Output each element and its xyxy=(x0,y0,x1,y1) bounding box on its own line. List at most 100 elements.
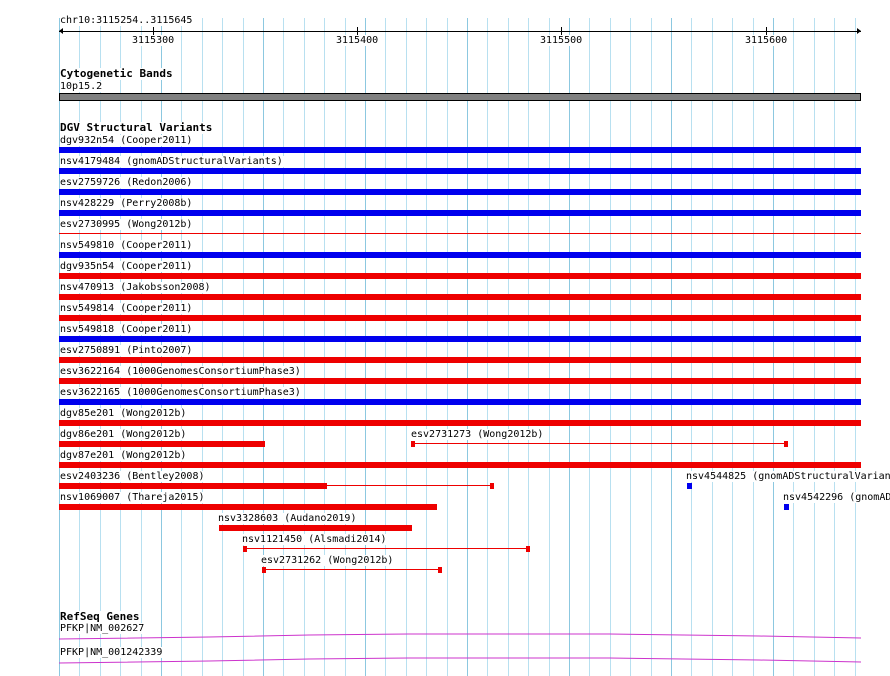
variant-label[interactable]: esv2750891 (Pinto2007) xyxy=(60,345,194,356)
variant-cap[interactable] xyxy=(438,567,442,573)
grid-line xyxy=(283,18,284,676)
variant-line[interactable] xyxy=(59,233,861,234)
track-title[interactable]: DGV Structural Variants xyxy=(60,121,213,134)
grid-line xyxy=(263,18,264,676)
variant-cap[interactable] xyxy=(411,441,415,447)
gene-intron-line[interactable] xyxy=(59,632,861,642)
ruler-tick-label: 3115600 xyxy=(745,35,788,46)
grid-line xyxy=(447,18,448,676)
scroll-right-arrow-icon[interactable] xyxy=(857,28,861,34)
track-title[interactable]: Cytogenetic Bands xyxy=(60,67,173,80)
variant-line[interactable] xyxy=(245,548,529,549)
variant-label[interactable]: esv2731262 (Wong2012b) xyxy=(261,555,395,566)
variant-label[interactable]: nsv549814 (Cooper2011) xyxy=(60,303,194,314)
variant-bar[interactable] xyxy=(59,420,861,426)
grid-line xyxy=(365,18,366,676)
variant-label[interactable]: esv3622165 (1000GenomesConsortiumPhase3) xyxy=(60,387,302,398)
grid-line xyxy=(385,18,386,676)
grid-line xyxy=(549,18,550,676)
variant-label[interactable]: dgv935n54 (Cooper2011) xyxy=(60,261,194,272)
variant-bar[interactable] xyxy=(59,294,861,300)
grid-line xyxy=(345,18,346,676)
variant-label[interactable]: nsv1121450 (Alsmadi2014) xyxy=(242,534,388,545)
variant-bar[interactable] xyxy=(59,315,861,321)
variant-label[interactable]: dgv932n54 (Cooper2011) xyxy=(60,135,194,146)
grid-line xyxy=(324,18,325,676)
grid-line xyxy=(243,18,244,676)
ruler-axis xyxy=(59,31,861,32)
grid-line xyxy=(773,18,774,676)
variant-cap[interactable] xyxy=(262,567,266,573)
variant-bar[interactable] xyxy=(59,210,861,216)
variant-label[interactable]: esv2731273 (Wong2012b) xyxy=(411,429,545,440)
variant-label[interactable]: dgv87e201 (Wong2012b) xyxy=(60,450,188,461)
scroll-left-arrow-icon[interactable] xyxy=(59,28,63,34)
variant-bar[interactable] xyxy=(59,189,861,195)
variant-label[interactable]: nsv549810 (Cooper2011) xyxy=(60,240,194,251)
variant-cap[interactable] xyxy=(490,483,494,489)
variant-label[interactable]: dgv85e201 (Wong2012b) xyxy=(60,408,188,419)
variant-label[interactable]: nsv1069007 (Thareja2015) xyxy=(60,492,206,503)
variant-bar[interactable] xyxy=(59,336,861,342)
variant-bar[interactable] xyxy=(59,399,861,405)
grid-line xyxy=(487,18,488,676)
grid-line xyxy=(855,18,856,676)
variant-bar[interactable] xyxy=(59,168,861,174)
variant-line[interactable] xyxy=(413,443,787,444)
variant-bar[interactable] xyxy=(784,504,789,510)
grid-line xyxy=(712,18,713,676)
ruler-tick xyxy=(357,27,358,36)
variant-label[interactable]: nsv4544825 (gnomADStructuralVarian xyxy=(686,471,890,482)
variant-label[interactable]: nsv549818 (Cooper2011) xyxy=(60,324,194,335)
grid-line xyxy=(610,18,611,676)
variant-label[interactable]: nsv470913 (Jakobsson2008) xyxy=(60,282,212,293)
variant-label[interactable]: nsv4542296 (gnomAD xyxy=(783,492,890,503)
grid-line xyxy=(732,18,733,676)
variant-bar[interactable] xyxy=(59,252,861,258)
variant-bar[interactable] xyxy=(59,273,861,279)
variant-line[interactable] xyxy=(264,569,441,570)
grid-line xyxy=(406,18,407,676)
variant-bar[interactable] xyxy=(59,483,327,489)
variant-label[interactable]: nsv4179484 (gnomADStructuralVariants) xyxy=(60,156,284,167)
ruler-tick xyxy=(766,27,767,36)
variant-label[interactable]: esv2730995 (Wong2012b) xyxy=(60,219,194,230)
variant-bar[interactable] xyxy=(219,525,412,531)
grid-line xyxy=(202,18,203,676)
ruler-tick-label: 3115300 xyxy=(132,35,175,46)
grid-line xyxy=(528,18,529,676)
cytoband-feature[interactable] xyxy=(59,93,861,101)
track-title[interactable]: RefSeq Genes xyxy=(60,610,140,623)
grid-line xyxy=(651,18,652,676)
variant-bar[interactable] xyxy=(59,504,437,510)
variant-line[interactable] xyxy=(327,485,493,486)
variant-cap[interactable] xyxy=(243,546,247,552)
variant-bar[interactable] xyxy=(59,357,861,363)
gene-intron-line[interactable] xyxy=(59,656,861,666)
gene-label[interactable]: PFKP|NM_002627 xyxy=(60,623,146,634)
grid-line xyxy=(426,18,427,676)
ruler-tick-label: 3115500 xyxy=(540,35,583,46)
variant-cap[interactable] xyxy=(784,441,788,447)
variant-label[interactable]: esv3622164 (1000GenomesConsortiumPhase3) xyxy=(60,366,302,377)
variant-label[interactable]: esv2403236 (Bentley2008) xyxy=(60,471,206,482)
grid-line xyxy=(814,18,815,676)
variant-label[interactable]: nsv428229 (Perry2008b) xyxy=(60,198,194,209)
ruler-tick xyxy=(153,27,154,36)
variant-bar[interactable] xyxy=(59,147,861,153)
grid-line xyxy=(59,18,60,676)
variant-bar[interactable] xyxy=(59,462,861,468)
variant-cap[interactable] xyxy=(526,546,530,552)
variant-label[interactable]: nsv3328603 (Audano2019) xyxy=(218,513,358,524)
grid-line xyxy=(222,18,223,676)
gene-label[interactable]: PFKP|NM_001242339 xyxy=(60,647,164,658)
grid-line xyxy=(793,18,794,676)
variant-bar[interactable] xyxy=(59,378,861,384)
band-label[interactable]: 10p15.2 xyxy=(60,81,104,92)
variant-label[interactable]: dgv86e201 (Wong2012b) xyxy=(60,429,188,440)
variant-bar[interactable] xyxy=(59,441,265,447)
variant-bar[interactable] xyxy=(687,483,692,489)
grid-line xyxy=(671,18,672,676)
variant-label[interactable]: esv2759726 (Redon2006) xyxy=(60,177,194,188)
